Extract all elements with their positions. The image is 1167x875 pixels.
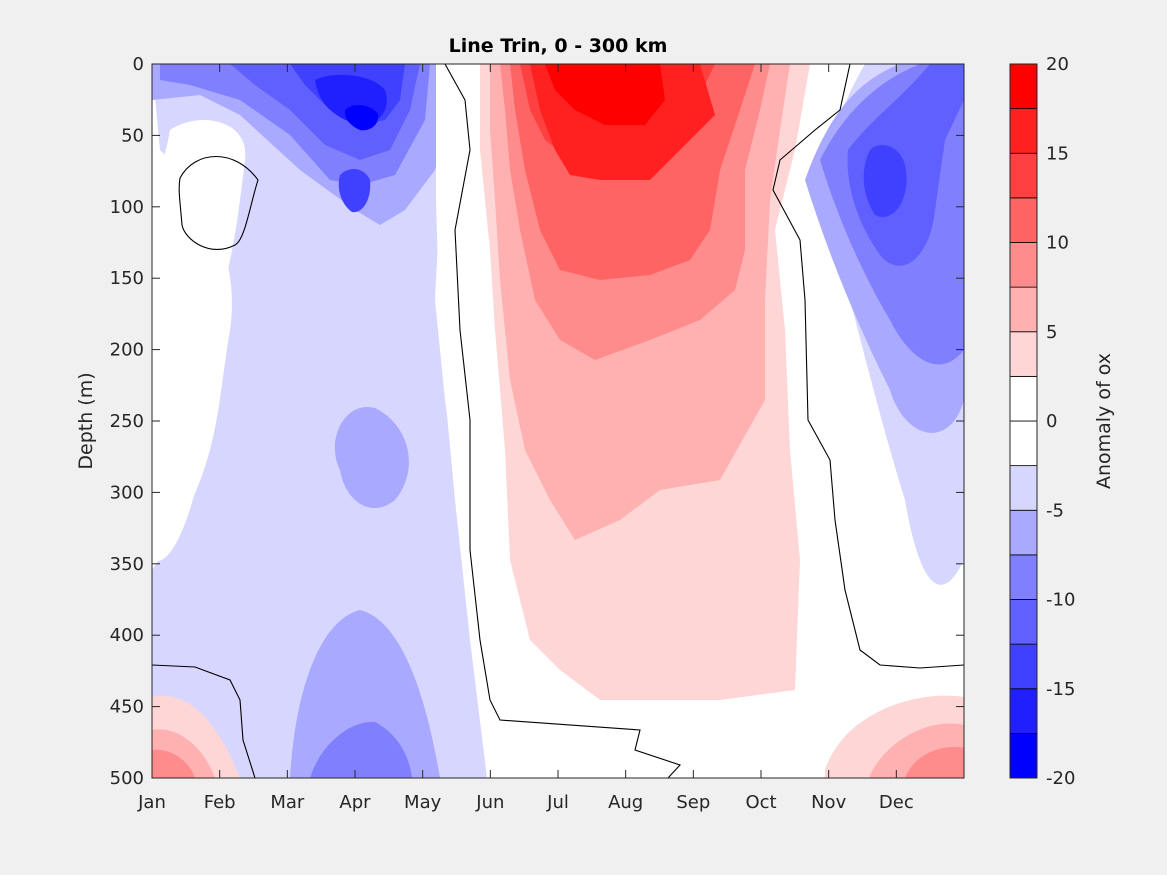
y-axis: 0 50 100 150 200 250 300 350 400 450 500	[110, 54, 964, 789]
contour-region-neg-12.5-dec	[863, 145, 907, 217]
colorbar-swatch	[1009, 152, 1038, 199]
chart-title: Line Trin, 0 - 300 km	[449, 35, 668, 57]
y-tick-label: 500	[110, 768, 144, 789]
y-axis-label: Depth (m)	[75, 372, 97, 469]
y-tick-label: 100	[110, 197, 144, 218]
colorbar-swatch	[1009, 242, 1038, 288]
zero-contour-bottom-left	[152, 664, 256, 778]
colorbar-tick-label: 0	[1046, 411, 1057, 432]
contour-region-neg-2.5	[152, 64, 487, 778]
colorbar-swatch	[1009, 286, 1038, 333]
contour-region-pos-17.5	[545, 64, 665, 125]
colorbar-swatch	[1009, 420, 1038, 467]
colorbar-swatch	[1009, 465, 1038, 511]
contour-region-neg-5-low	[290, 610, 440, 778]
zero-contour-feb-loop	[178, 156, 259, 250]
contour-region-zero-apr-gap	[436, 64, 530, 778]
y-tick-label: 450	[110, 697, 144, 718]
colorbar-tick-label: 20	[1046, 54, 1069, 75]
zero-contour-apr	[444, 64, 681, 778]
y-tick-label: 0	[133, 54, 144, 75]
colorbar-swatch	[1009, 599, 1038, 645]
contour-region-neg-7.5-low	[310, 721, 412, 778]
colorbar-frame	[1009, 63, 1038, 779]
y-tick-label: 250	[110, 411, 144, 432]
y-tick-label: 200	[110, 340, 144, 361]
contour-region-pos-left-7.5	[152, 749, 195, 778]
contour-region-neg-17.5	[344, 105, 379, 131]
colorbar-tick-label: 5	[1046, 322, 1057, 343]
contour-region-pos-right-7.5	[905, 747, 964, 778]
colorbar-swatch	[1009, 331, 1038, 377]
colorbar-swatch	[1009, 732, 1038, 779]
x-tick-label: Oct	[745, 792, 776, 813]
x-tick-label: Sep	[676, 792, 710, 813]
x-tick-label: Jan	[137, 792, 166, 813]
colorbar-swatch	[1009, 643, 1038, 690]
x-tick-label: Nov	[811, 792, 846, 813]
contour-region-neg-5-mid	[334, 406, 409, 509]
zero-contour-sep	[772, 64, 964, 669]
x-tick-label: Aug	[608, 792, 643, 813]
colorbar-tick-label: 15	[1046, 143, 1069, 164]
colorbar-label: Anomaly of ox	[1093, 353, 1115, 489]
y-tick-label: 350	[110, 554, 144, 575]
colorbar: 20 15 10 5 0 -5 -10 -15 -20	[1009, 54, 1075, 789]
x-tick-label: Dec	[879, 792, 914, 813]
plot-area	[152, 64, 964, 778]
colorbar-swatch	[1009, 63, 1038, 110]
x-axis: Jan Feb Mar Apr May Jun Jul Aug Sep Oct Nov Dec	[137, 64, 914, 813]
x-tick-label: Jul	[546, 792, 569, 813]
colorbar-tick-label: -15	[1046, 679, 1075, 700]
colorbar-tick-label: -20	[1046, 768, 1075, 789]
x-tick-label: Apr	[339, 792, 371, 813]
colorbar-swatch	[1009, 509, 1038, 556]
colorbar-swatch	[1009, 108, 1038, 154]
y-tick-label: 50	[121, 125, 144, 146]
colorbar-tick-label: -10	[1046, 590, 1075, 611]
y-tick-label: 400	[110, 625, 144, 646]
x-tick-label: Feb	[204, 792, 236, 813]
y-tick-label: 300	[110, 482, 144, 503]
y-tick-label: 150	[110, 268, 144, 289]
contour-region-neg-15-b	[338, 168, 371, 213]
colorbar-swatch	[1009, 375, 1038, 422]
colorbar-swatch	[1009, 197, 1038, 243]
contour-region-zero-feb	[152, 120, 246, 562]
colorbar-swatch	[1009, 554, 1038, 600]
x-tick-label: May	[404, 792, 442, 813]
x-tick-label: Jun	[475, 792, 504, 813]
colorbar-tick-label: 10	[1046, 233, 1069, 254]
colorbar-swatch	[1009, 688, 1038, 734]
x-tick-label: Mar	[270, 792, 305, 813]
colorbar-tick-label: -5	[1046, 500, 1064, 521]
